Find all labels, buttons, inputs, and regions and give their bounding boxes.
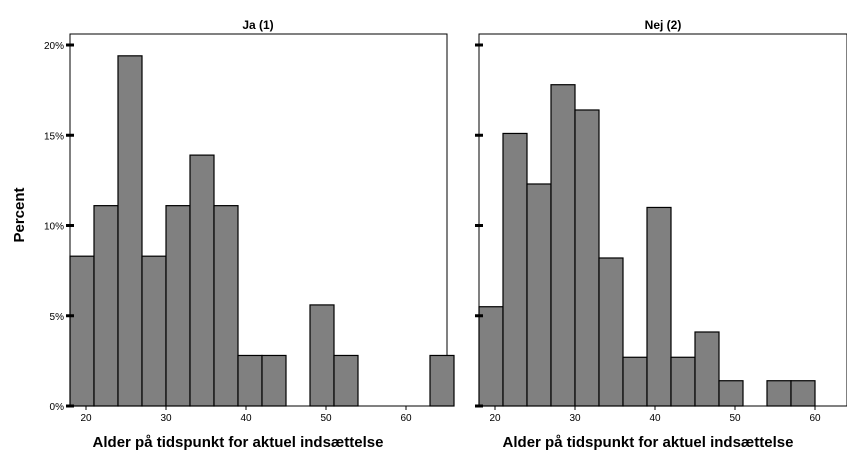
panel-ja-x-ticks: 20 30 40 50 60 [80,406,412,424]
panel-nej-x-axis-label: Alder på tidspunkt for aktuel indsættels… [503,434,794,451]
ja-bar-9 [309,304,335,407]
ja-bar-8 [261,354,287,407]
panel-ja-bars [69,55,455,407]
nej-bar-11 [766,380,792,407]
nej-bar-10 [718,380,744,407]
ja-x-tick-label-3: 50 [320,413,332,424]
ja-y-tick-label-4: 20% [44,41,64,52]
panel-ja-title: Ja (1) [242,18,273,32]
nej-bar-4 [574,109,600,407]
ja-x-tick-label-4: 60 [400,413,412,424]
nej-bar-5 [598,257,624,407]
nej-bar-8 [670,356,696,407]
panel-nej-x-ticks: 20 30 40 50 60 [489,406,821,424]
ja-y-tick-label-0: 0% [50,402,65,413]
y-axis-label: Percent [11,187,28,242]
nej-bar-3 [550,84,576,407]
nej-bar-1 [502,132,528,407]
panel-nej-bars [478,84,816,407]
nej-x-tick-label-0: 20 [489,413,501,424]
panel-nej-y-ticks [475,43,483,408]
ja-y-tick-label-1: 5% [50,312,65,323]
ja-bar-6 [213,205,239,407]
ja-bar-0 [69,255,95,407]
ja-bar-11 [429,354,455,407]
nej-bar-0 [478,306,504,407]
ja-x-tick-label-2: 40 [240,413,252,424]
panel-ja-y-ticks: 0% 5% 10% 15% 20% [44,41,74,413]
ja-x-tick-label-0: 20 [80,413,92,424]
nej-x-tick-label-4: 60 [809,413,821,424]
nej-x-tick-label-2: 40 [649,413,661,424]
ja-bar-10 [333,354,359,407]
nej-bar-9 [694,331,720,407]
nej-bar-2 [526,183,552,407]
ja-bar-5 [189,154,215,407]
ja-bar-4 [165,205,191,407]
ja-y-tick-label-2: 10% [44,222,64,233]
nej-x-tick-label-1: 30 [569,413,581,424]
ja-x-tick-label-1: 30 [160,413,172,424]
nej-bar-7 [646,206,672,407]
ja-bar-7 [237,354,263,407]
panel-nej-title: Nej (2) [645,18,682,32]
ja-bar-2 [117,55,143,407]
ja-bar-1 [93,205,119,407]
ja-bar-3 [141,255,167,407]
nej-x-tick-label-3: 50 [729,413,741,424]
panel-ja-x-axis-label: Alder på tidspunkt for aktuel indsættels… [93,434,384,451]
panel-nej: Nej (2) 20 30 40 50 60 Alder på tidspunkt fo… [475,18,847,451]
panel-ja: Ja (1) 0% 5% 10% 15% 20% 20 30 40 50 60 Alder på… [44,18,455,451]
nej-bar-6 [622,356,648,407]
ja-y-tick-label-3: 15% [44,131,64,142]
nej-bar-12 [790,380,816,407]
